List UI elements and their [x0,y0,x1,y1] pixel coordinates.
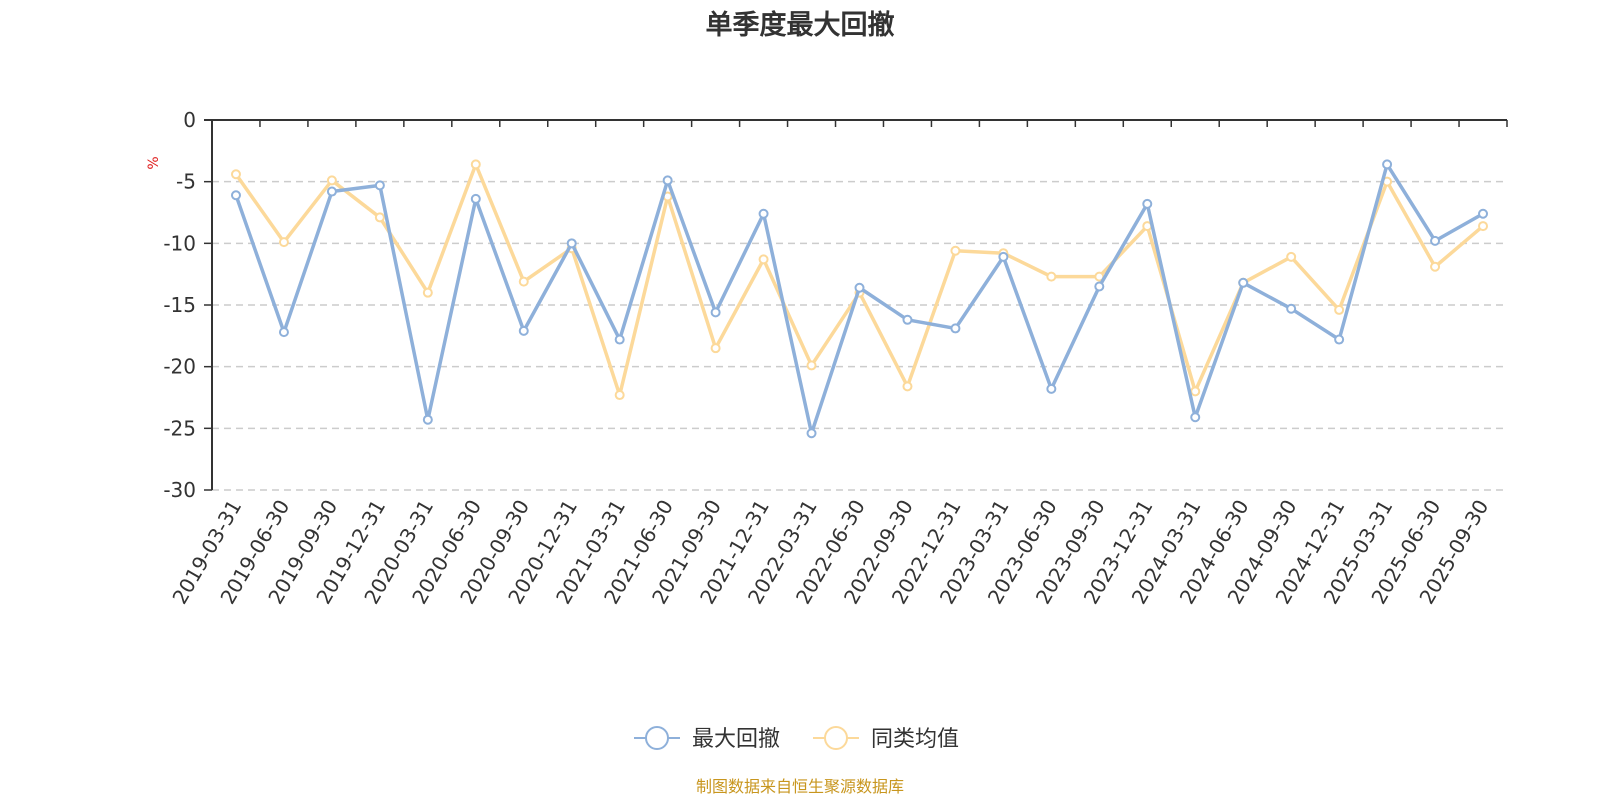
data-point[interactable] [806,360,817,371]
data-point[interactable] [758,254,769,265]
data-point[interactable] [950,245,961,256]
data-point[interactable] [1046,271,1057,282]
data-point[interactable] [902,314,913,325]
data-point[interactable] [758,208,769,219]
axes [204,119,1508,491]
data-point[interactable] [1190,386,1201,397]
data-point[interactable] [1286,251,1297,262]
data-point[interactable] [422,287,433,298]
data-point[interactable] [806,428,817,439]
source-note: 制图数据来自恒生聚源数据库 [696,777,904,796]
legend[interactable]: 最大回撤 同类均值 [634,726,959,752]
y-axis-unit-label: % [146,156,162,169]
data-point[interactable] [326,175,337,186]
data-point[interactable] [278,327,289,338]
data-point[interactable] [518,276,529,287]
data-point[interactable] [566,238,577,249]
x-axis-ticks: 2019-03-312019-06-302019-09-302019-12-31… [167,495,1493,608]
data-point[interactable] [662,175,673,186]
data-point[interactable] [374,212,385,223]
data-point[interactable] [1430,235,1441,246]
legend-label: 同类均值 [871,727,959,752]
data-point[interactable] [470,193,481,204]
data-point[interactable] [950,323,961,334]
data-point[interactable] [1334,304,1345,315]
legend-marker-icon [824,726,848,750]
data-point[interactable] [710,307,721,318]
series-1 [230,159,1489,439]
data-point[interactable] [1190,412,1201,423]
data-point[interactable] [1334,334,1345,345]
data-point[interactable] [1382,159,1393,170]
series-2 [230,159,1489,401]
data-point[interactable] [902,381,913,392]
legend-label: 最大回撤 [692,727,780,752]
y-tick-label: -20 [163,355,196,379]
data-point[interactable] [422,414,433,425]
series-line [234,162,1484,436]
chart-title: 单季度最大回撤 [706,9,895,41]
data-point[interactable] [1238,277,1249,288]
gridlines [212,180,1507,491]
data-point[interactable] [1094,281,1105,292]
series-line [234,162,1485,397]
y-axis-ticks: 0 -5 -10 -15 -20 -25 -30 [163,108,196,502]
data-point[interactable] [854,282,865,293]
y-tick-label: -10 [163,231,196,255]
data-point[interactable] [710,343,721,354]
data-point[interactable] [1478,208,1489,219]
data-point[interactable] [518,325,529,336]
legend-marker-icon [645,726,669,750]
y-tick-label: -15 [163,293,196,317]
data-point[interactable] [998,251,1009,262]
data-point[interactable] [326,186,337,197]
data-point[interactable] [374,180,385,191]
data-point[interactable] [230,169,241,180]
data-point[interactable] [278,237,289,248]
data-point[interactable] [614,334,625,345]
data-point[interactable] [1430,261,1441,272]
data-point[interactable] [230,190,241,201]
data-point[interactable] [1142,198,1153,209]
data-point[interactable] [1478,221,1489,232]
data-point[interactable] [470,159,481,170]
y-tick-label: -25 [163,416,196,440]
data-point[interactable] [1046,383,1057,394]
y-tick-label: -5 [176,170,196,194]
y-tick-label: 0 [183,108,196,132]
legend-item-2[interactable]: 同类均值 [813,726,959,752]
data-point[interactable] [1286,303,1297,314]
y-tick-label: -30 [163,478,196,502]
data-point[interactable] [614,390,625,401]
legend-item-1[interactable]: 最大回撤 [634,726,780,752]
series-lines [230,159,1489,439]
